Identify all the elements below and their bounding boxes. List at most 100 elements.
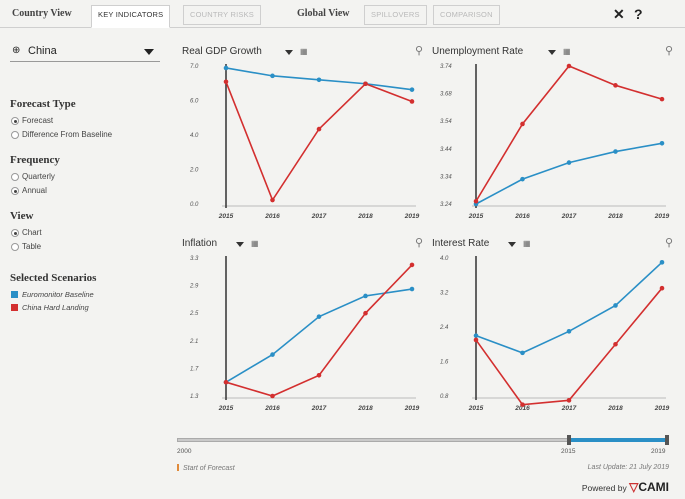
scenario-china-hard-landing: China Hard Landing bbox=[10, 301, 160, 314]
chevron-down-icon[interactable] bbox=[236, 242, 244, 247]
data-point[interactable] bbox=[613, 303, 618, 308]
radio-forecast[interactable]: Forecast bbox=[10, 114, 160, 128]
data-point[interactable] bbox=[316, 77, 322, 83]
data-point[interactable] bbox=[316, 373, 322, 378]
zoom-icon[interactable]: ⚲ bbox=[414, 237, 423, 249]
data-point[interactable] bbox=[613, 341, 618, 347]
x-tick-label: 2016 bbox=[264, 213, 280, 220]
data-point[interactable] bbox=[409, 262, 415, 268]
x-tick-label: 2017 bbox=[311, 405, 327, 412]
radio-icon bbox=[11, 243, 19, 251]
data-point[interactable] bbox=[659, 260, 665, 265]
chart-interest-rate: Interest Rate ▦ ⚲ 4.0 3.2 2.4 1.6 0.8 2015 201… bbox=[430, 236, 675, 416]
timeline-start-handle[interactable] bbox=[567, 435, 571, 445]
data-point[interactable] bbox=[566, 329, 572, 334]
forecast-marker-icon bbox=[177, 464, 179, 471]
data-point[interactable] bbox=[270, 73, 275, 79]
y-tick-label: 3.34 bbox=[440, 174, 452, 180]
top-navigation-bar: Country View KEY INDICATORS COUNTRY RISK… bbox=[0, 0, 685, 28]
data-point[interactable] bbox=[659, 96, 665, 102]
timeline-selected-range[interactable] bbox=[569, 438, 667, 442]
zoom-icon[interactable]: ⚲ bbox=[414, 45, 423, 57]
data-point[interactable] bbox=[363, 81, 368, 87]
x-tick-label: 2018 bbox=[357, 213, 373, 220]
radio-chart[interactable]: Chart bbox=[10, 226, 160, 240]
y-tick-label: 4.0 bbox=[190, 133, 199, 139]
timeline-forecast-start-label: 2015 bbox=[561, 448, 576, 455]
forecast-legend-label: Start of Forecast bbox=[183, 465, 235, 472]
data-point[interactable] bbox=[473, 333, 479, 338]
timeline-start-label: 2000 bbox=[177, 448, 192, 455]
x-tick-label: 2016 bbox=[514, 213, 530, 220]
radio-selected-icon bbox=[11, 229, 19, 237]
close-icon[interactable]: ✕ bbox=[613, 6, 625, 22]
data-point[interactable] bbox=[363, 310, 368, 316]
data-point[interactable] bbox=[409, 87, 415, 92]
data-point[interactable] bbox=[473, 337, 479, 343]
data-point[interactable] bbox=[223, 79, 229, 85]
powered-by: Powered by ▽CAMI bbox=[582, 480, 669, 494]
data-point[interactable] bbox=[409, 286, 415, 292]
data-point[interactable] bbox=[659, 285, 665, 291]
data-point[interactable] bbox=[613, 149, 618, 154]
scenario-euromonitor-baseline: Euromonitor Baseline bbox=[10, 288, 160, 301]
data-point[interactable] bbox=[566, 160, 572, 165]
tab-key-indicators[interactable]: KEY INDICATORS bbox=[91, 5, 171, 28]
series-line bbox=[225, 288, 413, 383]
data-point[interactable] bbox=[363, 293, 368, 299]
country-dropdown[interactable]: ⊕ China bbox=[10, 42, 160, 62]
y-tick-label: 3.24 bbox=[440, 202, 452, 208]
chevron-down-icon[interactable] bbox=[548, 50, 556, 55]
data-point[interactable] bbox=[316, 126, 322, 132]
zoom-icon[interactable]: ⚲ bbox=[664, 237, 673, 249]
data-point[interactable] bbox=[223, 65, 229, 71]
chevron-down-icon[interactable] bbox=[508, 242, 516, 247]
y-tick-label: 7.0 bbox=[190, 64, 199, 70]
view-heading: View bbox=[10, 210, 34, 222]
table-toggle-icon[interactable]: ▦ bbox=[523, 239, 531, 248]
table-toggle-icon[interactable]: ▦ bbox=[251, 239, 259, 248]
x-tick-label: 2018 bbox=[607, 405, 623, 412]
zoom-icon[interactable]: ⚲ bbox=[664, 45, 673, 57]
tab-spillovers[interactable]: SPILLOVERS bbox=[364, 5, 427, 25]
data-point[interactable] bbox=[473, 198, 479, 204]
table-toggle-icon[interactable]: ▦ bbox=[300, 47, 308, 56]
chart-title: Inflation bbox=[182, 238, 218, 249]
data-point[interactable] bbox=[316, 314, 322, 319]
table-toggle-icon[interactable]: ▦ bbox=[563, 47, 571, 56]
data-point[interactable] bbox=[520, 121, 525, 127]
radio-table[interactable]: Table bbox=[10, 240, 160, 254]
last-update-text: Last Update: 21 July 2019 bbox=[587, 464, 669, 471]
data-point[interactable] bbox=[223, 379, 229, 385]
y-tick-label: 3.68 bbox=[440, 92, 452, 98]
series-line bbox=[475, 261, 663, 354]
radio-label: Forecast bbox=[22, 116, 54, 125]
radio-selected-icon bbox=[11, 187, 19, 195]
y-tick-label: 3.44 bbox=[440, 147, 452, 153]
tab-country-risks[interactable]: COUNTRY RISKS bbox=[183, 5, 262, 25]
chevron-down-icon[interactable] bbox=[285, 50, 293, 55]
data-point[interactable] bbox=[270, 393, 275, 399]
data-point[interactable] bbox=[520, 402, 525, 407]
data-point[interactable] bbox=[520, 350, 525, 356]
data-point[interactable] bbox=[409, 99, 415, 104]
x-tick-label: 2015 bbox=[468, 213, 484, 220]
chevron-down-icon bbox=[144, 49, 154, 55]
data-point[interactable] bbox=[520, 176, 525, 182]
timeline-end-handle[interactable] bbox=[665, 435, 669, 445]
data-point[interactable] bbox=[566, 398, 572, 403]
y-tick-label: 2.0 bbox=[189, 168, 199, 174]
radio-quarterly[interactable]: Quarterly bbox=[10, 170, 160, 184]
data-point[interactable] bbox=[613, 83, 618, 88]
radio-annual[interactable]: Annual bbox=[10, 184, 160, 198]
data-point[interactable] bbox=[270, 197, 275, 203]
data-point[interactable] bbox=[566, 63, 572, 69]
chart-unemployment-rate: Unemployment Rate ▦ ⚲ 3.74 3.68 3.54 3.44 3.… bbox=[430, 44, 675, 224]
chart-inflation: Inflation ▦ ⚲ 3.3 2.9 2.5 2.1 1.7 1.3 2015 2016… bbox=[180, 236, 425, 416]
help-icon[interactable]: ? bbox=[634, 6, 643, 22]
tab-comparison[interactable]: COMPARISON bbox=[433, 5, 500, 25]
radio-difference-from-baseline[interactable]: Difference From Baseline bbox=[10, 128, 160, 142]
data-point[interactable] bbox=[659, 140, 665, 146]
data-point[interactable] bbox=[270, 352, 275, 357]
x-tick-label: 2019 bbox=[404, 213, 420, 220]
